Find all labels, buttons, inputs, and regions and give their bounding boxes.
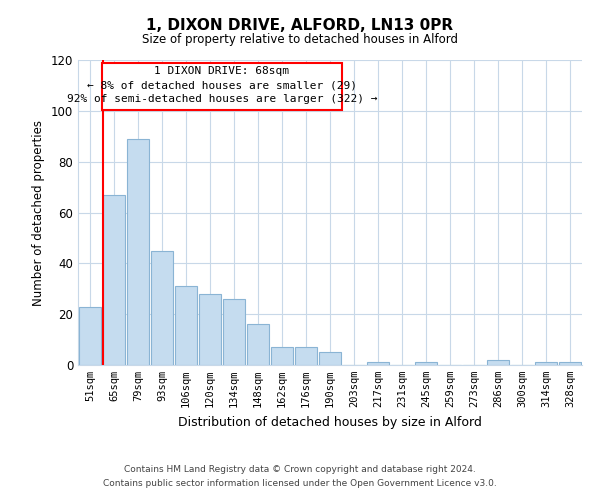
Y-axis label: Number of detached properties: Number of detached properties [32, 120, 45, 306]
Bar [103, 62, 341, 110]
Bar [559, 362, 581, 365]
Bar [103, 194, 125, 365]
Bar [199, 294, 221, 365]
Bar [487, 360, 509, 365]
Text: 92% of semi-detached houses are larger (322) →: 92% of semi-detached houses are larger (… [67, 94, 377, 104]
X-axis label: Distribution of detached houses by size in Alford: Distribution of detached houses by size … [178, 416, 482, 428]
Bar [175, 286, 197, 365]
Bar [151, 250, 173, 365]
Text: Contains HM Land Registry data © Crown copyright and database right 2024.
Contai: Contains HM Land Registry data © Crown c… [103, 466, 497, 487]
Bar [247, 324, 269, 365]
Bar [319, 352, 341, 365]
Text: 1 DIXON DRIVE: 68sqm: 1 DIXON DRIVE: 68sqm [155, 66, 290, 76]
Bar [79, 306, 101, 365]
Text: ← 8% of detached houses are smaller (29): ← 8% of detached houses are smaller (29) [87, 80, 357, 90]
Bar [367, 362, 389, 365]
Text: Size of property relative to detached houses in Alford: Size of property relative to detached ho… [142, 32, 458, 46]
Bar [535, 362, 557, 365]
Bar [223, 299, 245, 365]
Text: 1, DIXON DRIVE, ALFORD, LN13 0PR: 1, DIXON DRIVE, ALFORD, LN13 0PR [146, 18, 454, 32]
Bar [415, 362, 437, 365]
Bar [271, 347, 293, 365]
Bar [127, 139, 149, 365]
Bar [295, 347, 317, 365]
